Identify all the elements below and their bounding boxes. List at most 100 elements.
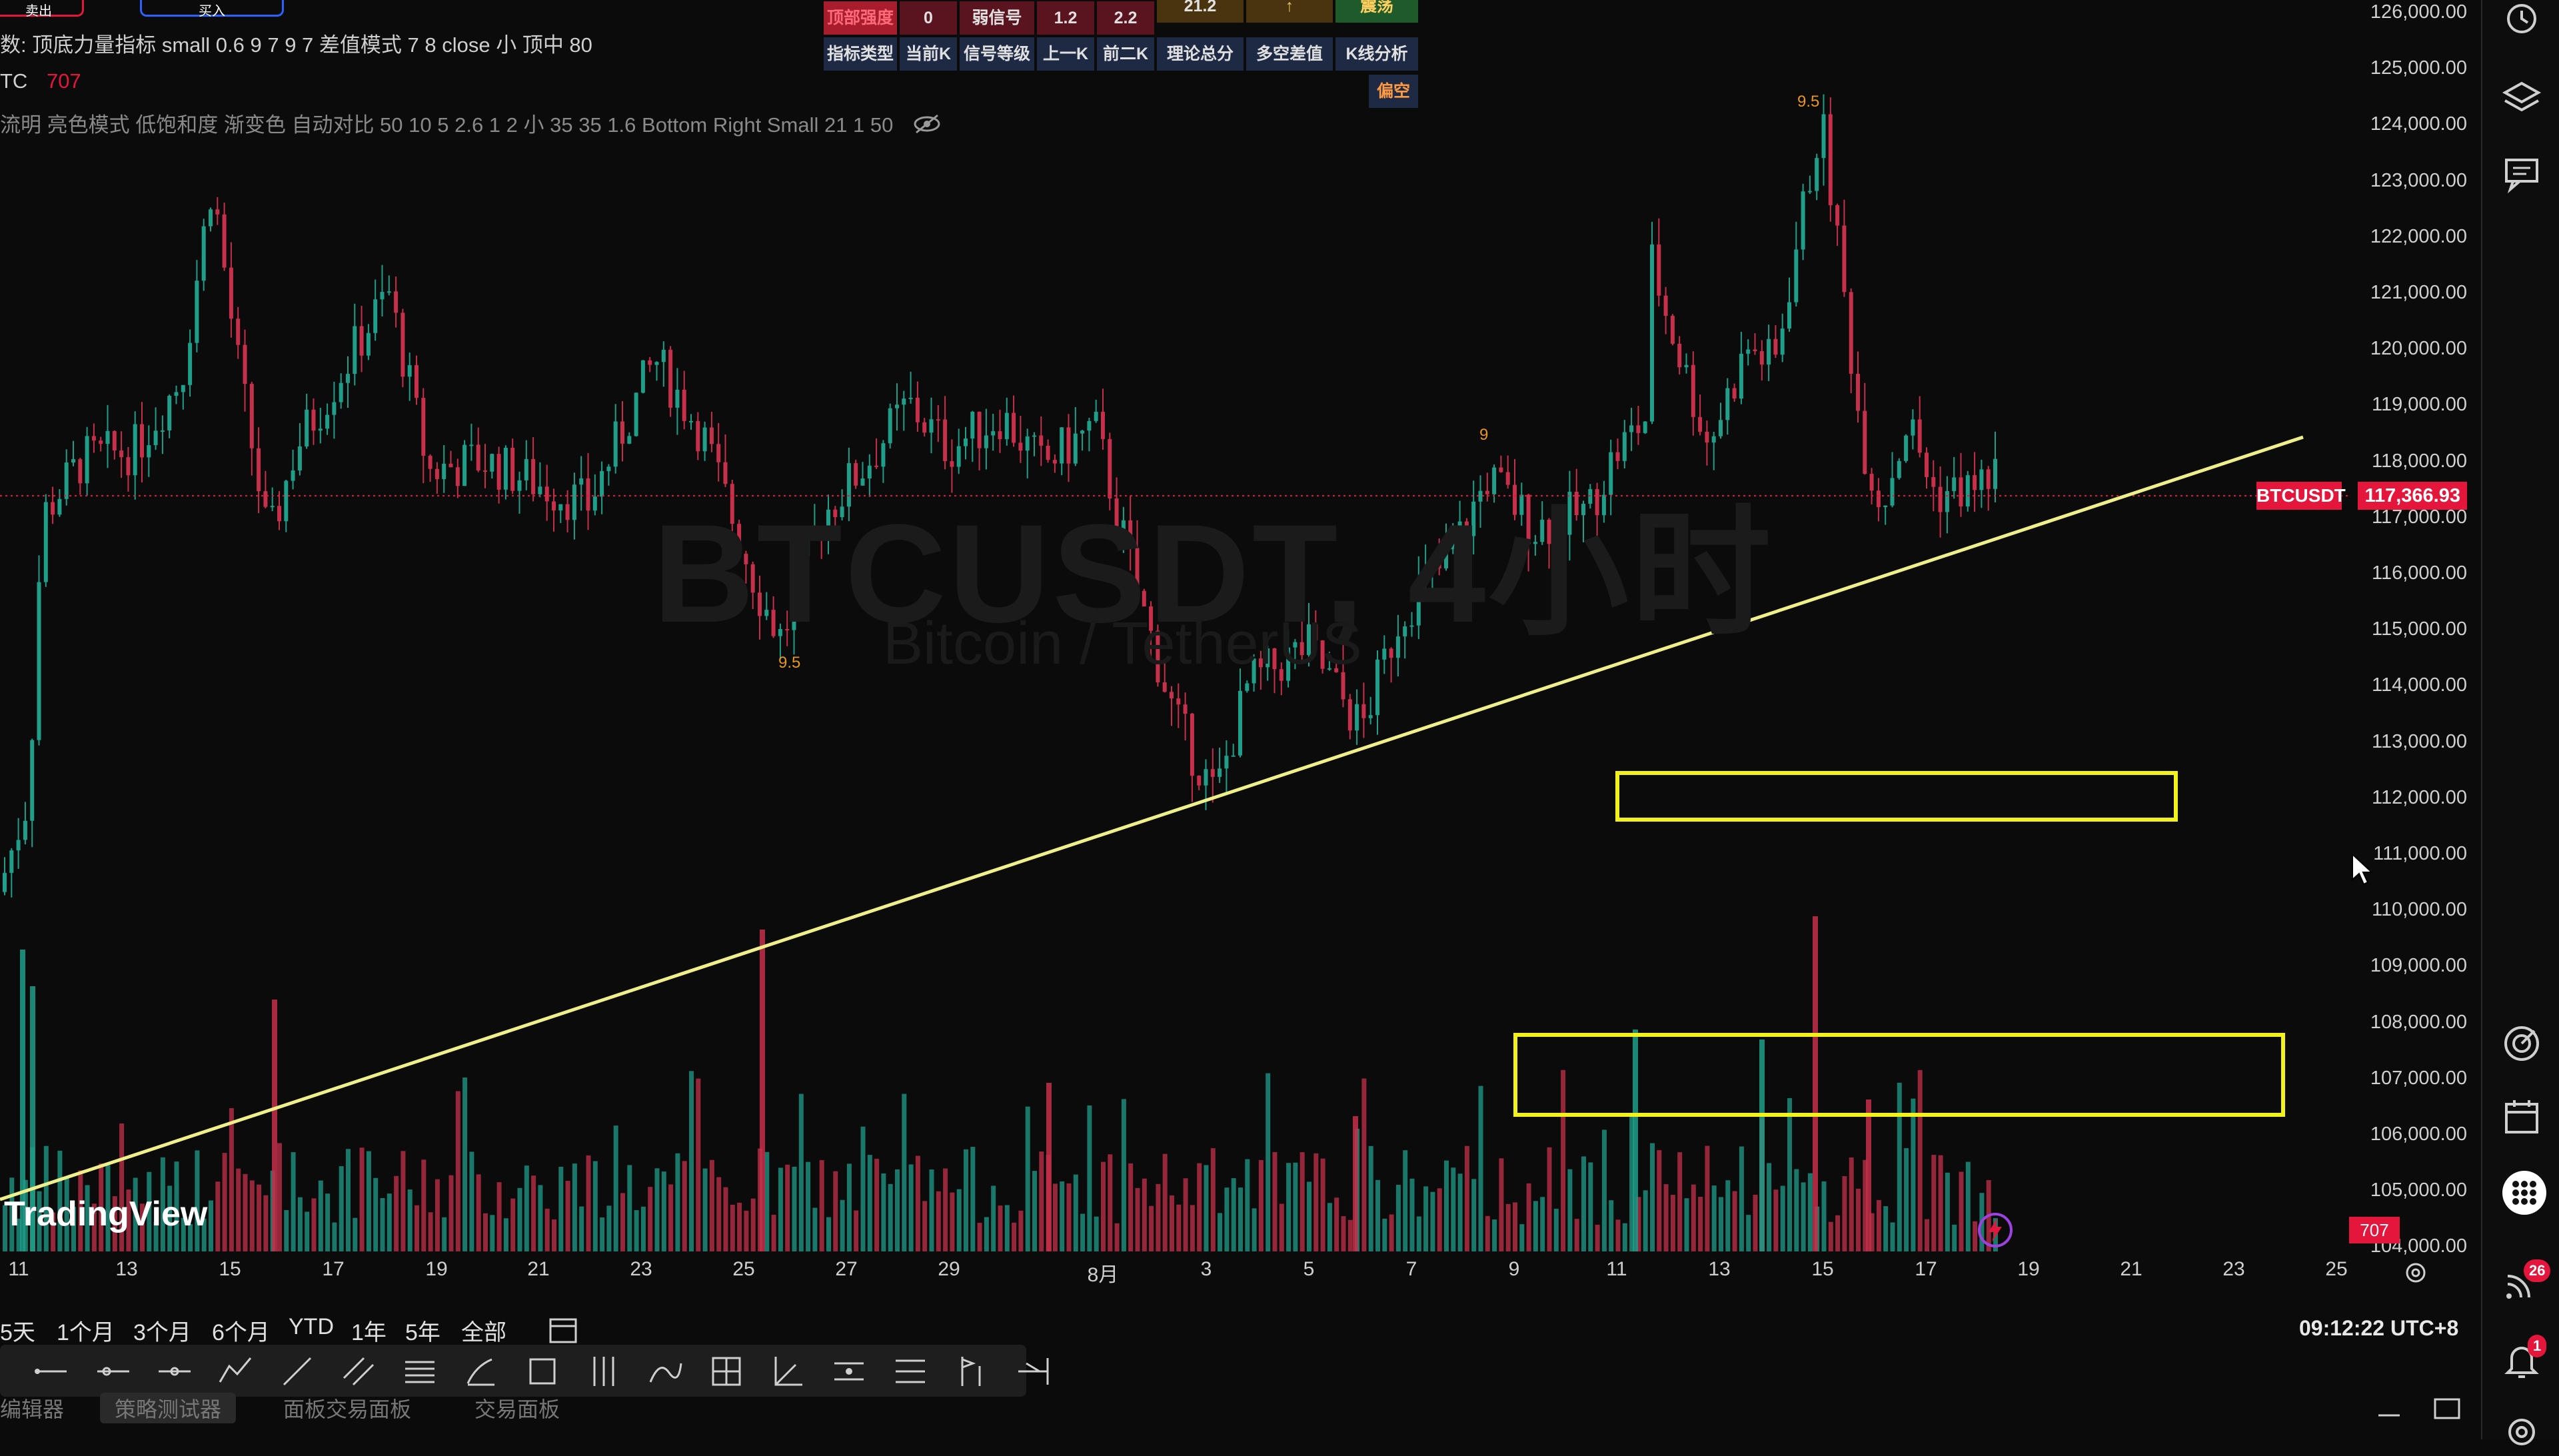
volume-bar (689, 1071, 694, 1251)
axis-settings-gear-icon[interactable] (2402, 1259, 2429, 1289)
candle-body (387, 291, 391, 293)
clock-icon[interactable] (2501, 0, 2542, 41)
brush-tool-icon[interactable] (462, 1353, 500, 1390)
angle-tool-icon[interactable] (769, 1353, 806, 1390)
rectangle-tool-icon[interactable] (524, 1353, 561, 1390)
range-1m-button[interactable]: 1个月 (57, 1320, 115, 1345)
candle-body (922, 422, 927, 433)
candle-body (1505, 472, 1510, 485)
candle-body (133, 424, 137, 476)
alerts-count-badge: 1 (2528, 1335, 2547, 1357)
grid-tool-icon[interactable] (708, 1353, 745, 1390)
candle-body (1066, 427, 1071, 464)
candle-body (1361, 704, 1366, 718)
range-6m-button[interactable]: 6个月 (212, 1320, 270, 1345)
volume-bar (243, 1173, 248, 1251)
candle-body (1252, 658, 1256, 684)
lightning-icon[interactable] (1977, 1211, 2014, 1252)
trend-line-tool-icon[interactable] (33, 1353, 71, 1390)
indicator-legend-line[interactable]: 数: 顶底力量指标 small 0.6 9 7 9 7 差值模式 7 8 clo… (0, 33, 592, 57)
polyline-tool-icon[interactable] (217, 1353, 255, 1390)
candle-body (1698, 416, 1703, 432)
candle-body (1149, 606, 1154, 631)
candle-body (483, 470, 487, 472)
time-axis[interactable]: 11 13 15 17 19 21 23 25 27 29 8月 3 5 7 9 11 13 15 17 19 21 23… (0, 1253, 2466, 1293)
candle-body (840, 506, 844, 517)
range-all-button[interactable]: 全部 (461, 1320, 506, 1345)
tab-pine-editor[interactable]: 编辑器 (0, 1397, 65, 1421)
candle-body (586, 478, 590, 511)
indicator-settings-line[interactable]: 流明 亮色模式 低饱和度 渐变色 自动对比 50 10 5 2.6 1 2 小 … (0, 108, 942, 139)
volume-bar (798, 1093, 804, 1251)
candle-body (1945, 490, 1949, 512)
tab-strategy-tester[interactable]: 策略测试器 (100, 1393, 237, 1423)
price-tick-label: 113,000.00 (2372, 730, 2467, 752)
horizontal-ray-tool-icon[interactable] (95, 1353, 132, 1390)
calendar-icon[interactable] (2501, 1096, 2542, 1137)
layers-icon[interactable] (2501, 77, 2542, 118)
symbol-legend-line[interactable]: TC 707 (0, 69, 81, 93)
signal-cell: ↑ (1246, 0, 1333, 23)
range-1y-button[interactable]: 1年 (351, 1320, 387, 1345)
path-tool-icon[interactable] (646, 1353, 684, 1390)
sell-button[interactable]: 卖出 (0, 0, 84, 19)
candle-body (366, 333, 371, 356)
range-3m-button[interactable]: 3个月 (133, 1320, 191, 1345)
price-axis[interactable]: BTCUSDT 117,366.93 126,000.00 125,000.00 1… (2256, 0, 2472, 1276)
timezone-clock[interactable]: 09:12:22 UTC+8 (2299, 1316, 2459, 1340)
range-5y-button[interactable]: 5年 (405, 1320, 440, 1345)
volume-bar (1471, 1179, 1477, 1251)
more-tools-tool-icon[interactable] (1014, 1353, 1052, 1390)
candle-body (806, 534, 810, 556)
long-short-tool-icon[interactable] (892, 1353, 929, 1390)
candle-body (91, 436, 96, 441)
candle-body (812, 529, 817, 535)
volume-bar (1437, 1188, 1442, 1251)
volume-bar (291, 1152, 296, 1251)
chat-icon[interactable] (2501, 153, 2542, 195)
candle-body (1492, 467, 1497, 494)
volume-bar (167, 1185, 173, 1251)
minimize-panel-icon[interactable] (2376, 1401, 2402, 1426)
price-chart[interactable]: 9.5 9 9.5 (0, 0, 2479, 1253)
volume-bar (1430, 1191, 1435, 1251)
apps-grid-icon[interactable] (2501, 1169, 2546, 1215)
volume-bar (1252, 1208, 1257, 1251)
horizontal-line-tool-icon[interactable] (156, 1353, 193, 1390)
range-tool-icon[interactable] (830, 1353, 868, 1390)
settings-gear-icon[interactable] (2501, 1411, 2542, 1453)
candle-body (1025, 436, 1030, 451)
volume-bar (249, 1180, 255, 1251)
candle-body (600, 470, 604, 497)
goto-date-calendar-icon[interactable] (546, 1314, 580, 1352)
fib-tool-icon[interactable] (401, 1353, 438, 1390)
candle-body (524, 458, 528, 480)
volume-bar (854, 1210, 859, 1251)
candle-body (496, 454, 501, 490)
candle-body (1533, 542, 1537, 544)
target-icon[interactable] (2501, 1023, 2542, 1064)
ray-tool-icon[interactable] (279, 1353, 316, 1390)
volume-bar (1066, 1183, 1072, 1251)
tab-trading-panel[interactable]: 面板交易面板 (283, 1397, 412, 1421)
range-5d-button[interactable]: 5天 (0, 1320, 35, 1345)
volume-bar (3, 1205, 7, 1251)
buy-button[interactable]: 买入 (140, 0, 284, 19)
range-ytd-button[interactable]: YTD (289, 1314, 334, 1339)
volume-bar (1773, 1189, 1779, 1251)
signal-cell: 信号等级 (960, 37, 1034, 71)
hide-eye-icon[interactable] (912, 114, 942, 139)
forecast-tool-icon[interactable] (953, 1353, 990, 1390)
candle-body (552, 501, 556, 510)
volume-bar (1266, 1073, 1271, 1251)
pitchfork-tool-icon[interactable] (585, 1353, 622, 1390)
volume-bar (353, 1217, 358, 1251)
alerts-bell-icon[interactable] (2501, 1339, 2542, 1381)
candle-body (1739, 353, 1743, 399)
candle-body (1389, 648, 1393, 658)
tab-trade-panel[interactable]: 交易面板 (474, 1397, 560, 1421)
news-feed-icon[interactable] (2501, 1263, 2542, 1304)
parallel-channel-tool-icon[interactable] (340, 1353, 377, 1390)
maximize-panel-icon[interactable] (2432, 1395, 2462, 1427)
